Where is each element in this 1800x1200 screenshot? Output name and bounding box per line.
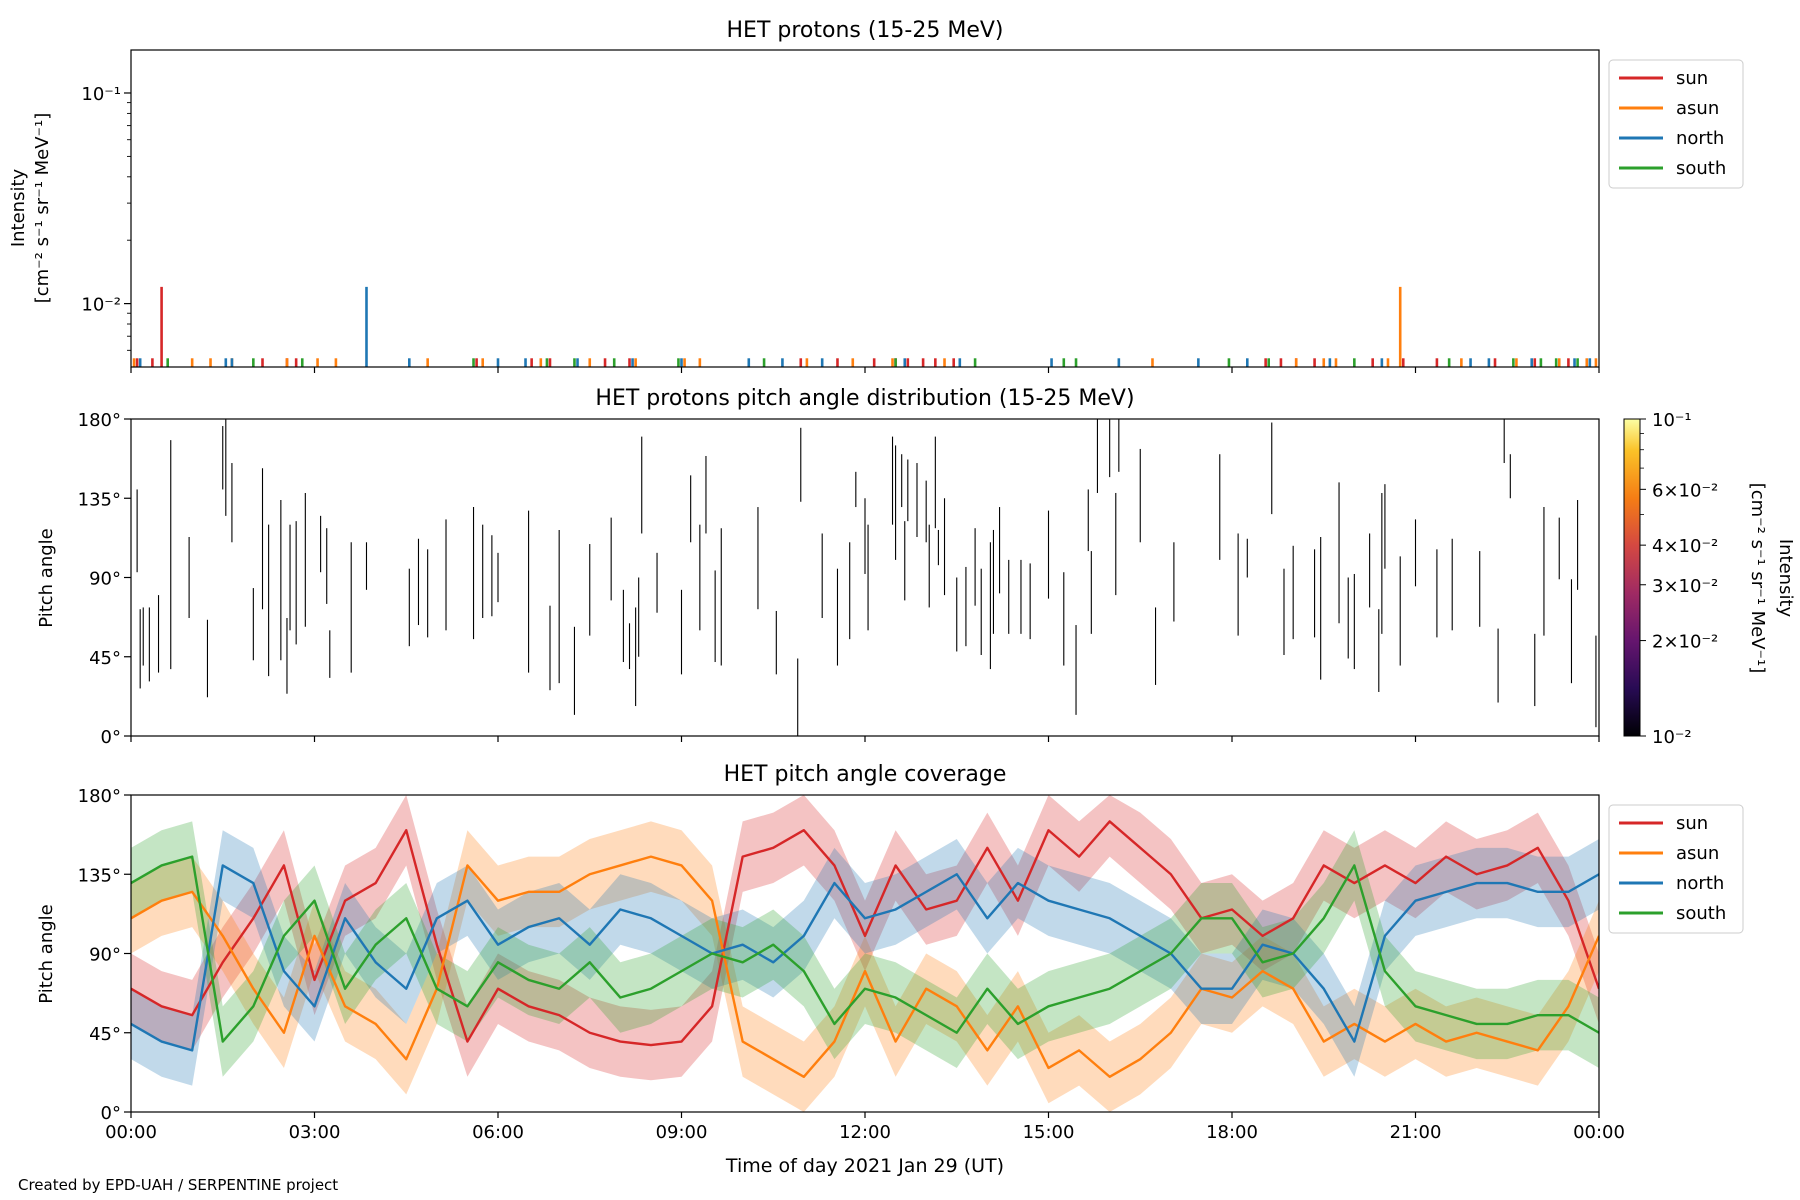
credit-text: Created by EPD-UAH / SERPENTINE project — [18, 1176, 339, 1194]
y-tick-label: 45° — [89, 648, 121, 669]
pitch-angle-coverage-panel: HET pitch angle coverage 0° 45° 90° 135° 180… — [36, 762, 1744, 1177]
y-tick-label: 10⁻² — [81, 295, 121, 316]
x-tick-label: 15:00 — [1023, 1122, 1075, 1143]
pad-ylabel: Pitch angle — [36, 528, 57, 627]
legend-south-label: south — [1676, 158, 1726, 179]
y-tick-label: 0° — [101, 1103, 121, 1124]
legend2-sun-label: sun — [1676, 813, 1708, 834]
pad-heatmap — [136, 419, 1597, 736]
coverage-band-sun — [131, 795, 1599, 1081]
intensity-legend-box — [1608, 59, 1744, 189]
coverage-ylabel: Pitch angle — [36, 904, 57, 1003]
y-tick-label: 135° — [78, 865, 121, 886]
pitch-angle-distribution-panel: HET protons pitch angle distribution (15… — [36, 386, 1796, 748]
coverage-band-north — [131, 830, 1599, 1086]
y-tick-label: 135° — [78, 489, 121, 510]
intensity-ylabel: Intensity — [8, 168, 29, 247]
colorbar-tick-label: 3×10⁻² — [1652, 576, 1718, 597]
y-tick-label: 180° — [78, 410, 121, 431]
legend-sun-label: sun — [1676, 68, 1708, 89]
x-tick-label: 21:00 — [1390, 1122, 1442, 1143]
coverage-band-asun — [131, 821, 1599, 1112]
intensity-panel: HET protons (15-25 MeV) 10⁻² 10⁻¹ Intensi… — [8, 18, 1744, 373]
pad-y-axis: 0° 45° 90° 135° 180° — [78, 410, 131, 748]
colorbar: 10⁻² 2×10⁻² 3×10⁻² 4×10⁻² 6×10⁻² 10⁻¹ Intensi… — [1623, 410, 1796, 748]
legend-asun-label: asun — [1676, 98, 1719, 119]
coverage-x-ticks: 00:00 03:00 06:00 09:00 12:00 15:00 18:00 21:00… — [105, 1112, 1625, 1143]
intensity-y-axis: 10⁻² 10⁻¹ — [81, 84, 131, 351]
y-tick-label: 90° — [89, 569, 121, 590]
coverage-legend-box — [1608, 804, 1744, 934]
intensity-legend: sun asun north south — [1608, 59, 1744, 189]
colorbar-tick-label: 2×10⁻² — [1652, 632, 1718, 653]
pad-x-ticks — [130, 736, 1600, 742]
intensity-ylabel-units: [cm⁻² s⁻¹ sr⁻¹ MeV⁻¹] — [32, 113, 53, 304]
legend2-north-label: north — [1676, 873, 1724, 894]
y-tick-label: 10⁻¹ — [81, 84, 121, 105]
intensity-bars — [132, 286, 1598, 367]
x-tick-label: 00:00 — [105, 1122, 157, 1143]
intensity-axes-frame — [130, 49, 1600, 368]
intensity-panel-title: HET protons (15-25 MeV) — [727, 18, 1004, 43]
coverage-panel-title: HET pitch angle coverage — [724, 762, 1007, 787]
x-tick-label: 00:00 — [1573, 1122, 1625, 1143]
coverage-lines — [131, 795, 1599, 1112]
colorbar-tick-label: 10⁻² — [1652, 727, 1692, 748]
legend-north-label: north — [1676, 128, 1724, 149]
y-tick-label: 180° — [78, 786, 121, 807]
y-tick-label: 45° — [89, 1024, 121, 1045]
x-tick-label: 12:00 — [839, 1122, 891, 1143]
intensity-x-ticks — [130, 367, 1600, 373]
coverage-line-sun — [131, 820, 1599, 1047]
coverage-line-asun — [131, 855, 1599, 1078]
x-tick-label: 06:00 — [472, 1122, 524, 1143]
legend2-south-label: south — [1676, 903, 1726, 924]
colorbar-tick-label: 6×10⁻² — [1652, 480, 1718, 501]
coverage-legend: sun asun north south — [1608, 804, 1744, 934]
coverage-y-axis: 0° 45° 90° 135° 180° — [78, 786, 131, 1124]
x-axis-label: Time of day 2021 Jan 29 (UT) — [725, 1155, 1004, 1177]
y-tick-label: 90° — [89, 945, 121, 966]
colorbar-tick-label: 4×10⁻² — [1652, 536, 1718, 557]
coverage-line-south — [131, 855, 1599, 1043]
colorbar-tick-label: 10⁻¹ — [1652, 410, 1692, 431]
colorbar-ticks: 10⁻² 2×10⁻² 3×10⁻² 4×10⁻² 6×10⁻² 10⁻¹ — [1640, 410, 1718, 748]
colorbar-gradient — [1623, 418, 1641, 737]
colorbar-label: Intensity — [1775, 539, 1796, 618]
x-tick-label: 18:00 — [1206, 1122, 1258, 1143]
coverage-line-north — [131, 864, 1599, 1052]
y-tick-label: 0° — [101, 727, 121, 748]
legend2-asun-label: asun — [1676, 843, 1719, 864]
pad-panel-title: HET protons pitch angle distribution (15… — [595, 386, 1134, 411]
x-tick-label: 03:00 — [289, 1122, 341, 1143]
x-tick-label: 09:00 — [656, 1122, 708, 1143]
coverage-band-south — [131, 821, 1599, 1077]
colorbar-label-units: [cm⁻² s⁻¹ sr⁻¹ MeV⁻¹] — [1747, 483, 1768, 674]
